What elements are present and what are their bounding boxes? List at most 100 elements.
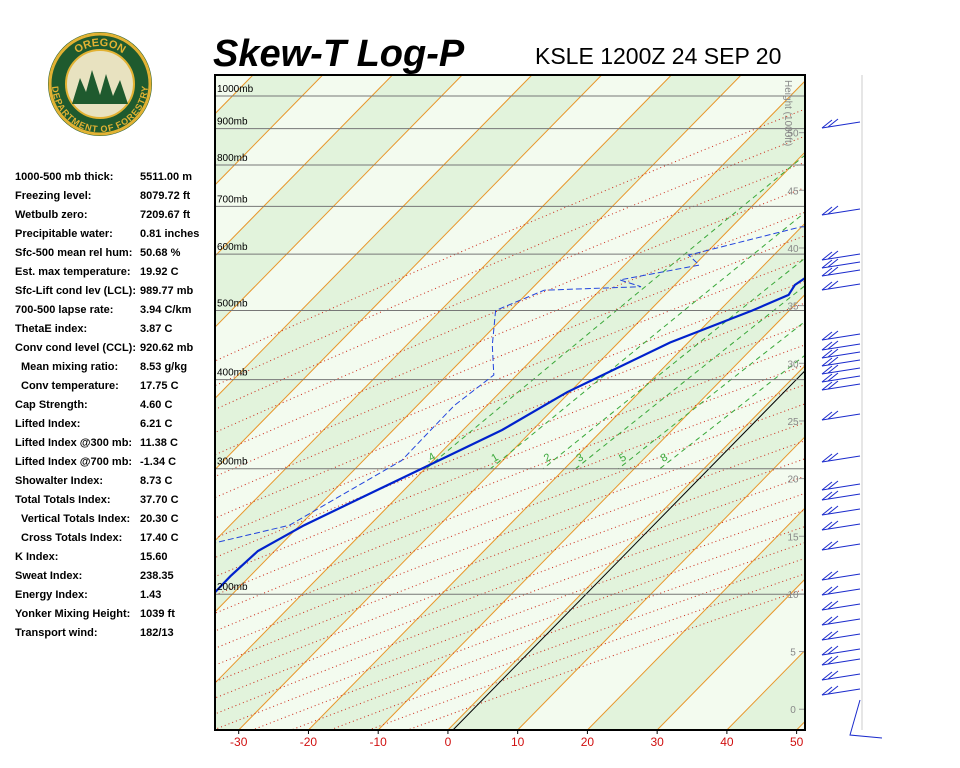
index-label: K Index: <box>15 551 58 563</box>
index-label: Yonker Mixing Height: <box>15 608 130 620</box>
wind-barb-flag <box>827 340 839 350</box>
wind-barb-flag <box>821 251 833 261</box>
index-value: 1039 ft <box>140 608 175 620</box>
wind-barb-flag <box>821 616 833 626</box>
x-tick-label: 40 <box>720 735 734 749</box>
wind-barb-flag <box>827 348 839 358</box>
index-label: Sfc-Lift cond lev (LCL): <box>15 285 136 297</box>
dry-adiabat <box>215 344 805 578</box>
wind-barb-flag <box>827 372 839 382</box>
wind-barb-flag <box>821 571 833 581</box>
dry-adiabat <box>215 403 805 632</box>
isotherm <box>447 364 805 730</box>
index-label: Sweat Index: <box>15 570 82 582</box>
height-label: 50 <box>787 129 799 140</box>
isotherm <box>308 222 805 730</box>
wind-barb-flag <box>827 250 839 260</box>
wind-barb-flag <box>821 281 833 291</box>
height-label: 10 <box>787 590 799 601</box>
index-label: 1000-500 mb thick: <box>15 171 113 183</box>
height-label: 0 <box>790 705 796 716</box>
isotherm <box>517 436 805 730</box>
logo: OREGON DEPARTMENT OF FORESTRY <box>48 32 152 136</box>
index-label: Lifted Index @300 mb: <box>15 437 132 449</box>
index-label: Energy Index: <box>15 589 88 601</box>
index-value: 3.94 C/km <box>140 304 192 316</box>
index-label: Cap Strength: <box>15 399 88 411</box>
isotherm <box>215 75 463 328</box>
wind-barb-flag <box>827 266 839 276</box>
wind-barb-flag <box>821 586 833 596</box>
index-value: 920.62 mb <box>140 342 193 354</box>
wind-barb-flag <box>827 585 839 595</box>
dry-adiabat <box>215 440 805 666</box>
isotherm <box>215 75 672 542</box>
index-value: 8079.72 ft <box>140 190 190 202</box>
wind-barb-flag <box>821 373 833 383</box>
mixing-ratio-label: 8 <box>659 451 670 464</box>
height-label: 45 <box>787 186 799 197</box>
wind-barb-flag <box>827 685 839 695</box>
wind-barb-flag <box>827 356 839 366</box>
logo-top: OREGON <box>72 37 127 56</box>
index-label: Wetbulb zero: <box>15 209 88 221</box>
dry-adiabat <box>215 187 805 434</box>
wind-barb-flag <box>821 267 833 277</box>
mixing-ratio-label: 1 <box>489 451 500 464</box>
wind-barb-flag <box>821 341 833 351</box>
pressure-label: 800mb <box>217 153 248 164</box>
index-label: Showalter Index: <box>15 475 103 487</box>
index-value: 182/13 <box>140 627 174 639</box>
wind-barb-flag <box>827 670 839 680</box>
isotherm <box>215 75 742 613</box>
wind-barb-flag <box>827 645 839 655</box>
index-value: 3.87 C <box>140 323 172 335</box>
index-label: Transport wind: <box>15 627 98 639</box>
wind-barb-flag <box>821 357 833 367</box>
mixing-ratio-label: 5 <box>617 451 628 464</box>
temperature-band <box>866 75 960 730</box>
wind-barb-flag <box>821 206 833 216</box>
isotherm <box>215 80 805 684</box>
wind-barb-flag <box>821 646 833 656</box>
wind-barb-flag <box>821 453 833 463</box>
index-value: 8.73 C <box>140 475 172 487</box>
wind-barb-flag <box>821 656 833 666</box>
index-value: -1.34 C <box>140 456 176 468</box>
wind-barb-flag <box>821 331 833 341</box>
index-value: 238.35 <box>140 570 174 582</box>
height-label: 20 <box>787 475 799 486</box>
index-label: Cross Totals Index: <box>21 532 122 544</box>
index-value: 5511.00 m <box>140 171 192 183</box>
index-value: 37.70 C <box>140 494 179 506</box>
index-label: Lifted Index @700 mb: <box>15 456 132 468</box>
pressure-label: 600mb <box>217 242 248 253</box>
pressure-label: 200mb <box>217 582 248 593</box>
pressure-label: 1000mb <box>217 84 254 95</box>
x-tick-label: 50 <box>790 735 804 749</box>
isotherm <box>238 151 805 730</box>
height-label: 40 <box>787 244 799 255</box>
wind-barb-flag <box>821 671 833 681</box>
wind-barb-flag <box>821 381 833 391</box>
height-label: 15 <box>787 532 799 543</box>
surface-wind <box>849 699 883 739</box>
index-value: 50.68 % <box>140 247 181 259</box>
plot-data <box>215 226 805 594</box>
index-value: 15.60 <box>140 551 168 563</box>
wind-barb-flag <box>827 410 839 420</box>
wind-barb-flag <box>821 686 833 696</box>
logo-center <box>65 49 135 119</box>
wind-barb-flag <box>827 600 839 610</box>
isotherm <box>215 75 603 471</box>
wind-barb-flag <box>827 258 839 268</box>
height-label: 35 <box>787 302 799 313</box>
wind-barb-flag <box>821 521 833 531</box>
x-tick-label: 10 <box>511 735 525 749</box>
temperature-band <box>215 80 805 730</box>
wind-barb-flag <box>821 541 833 551</box>
isotherm <box>796 720 805 730</box>
height-label: 30 <box>787 359 799 370</box>
freezing-isotherm <box>452 370 805 730</box>
